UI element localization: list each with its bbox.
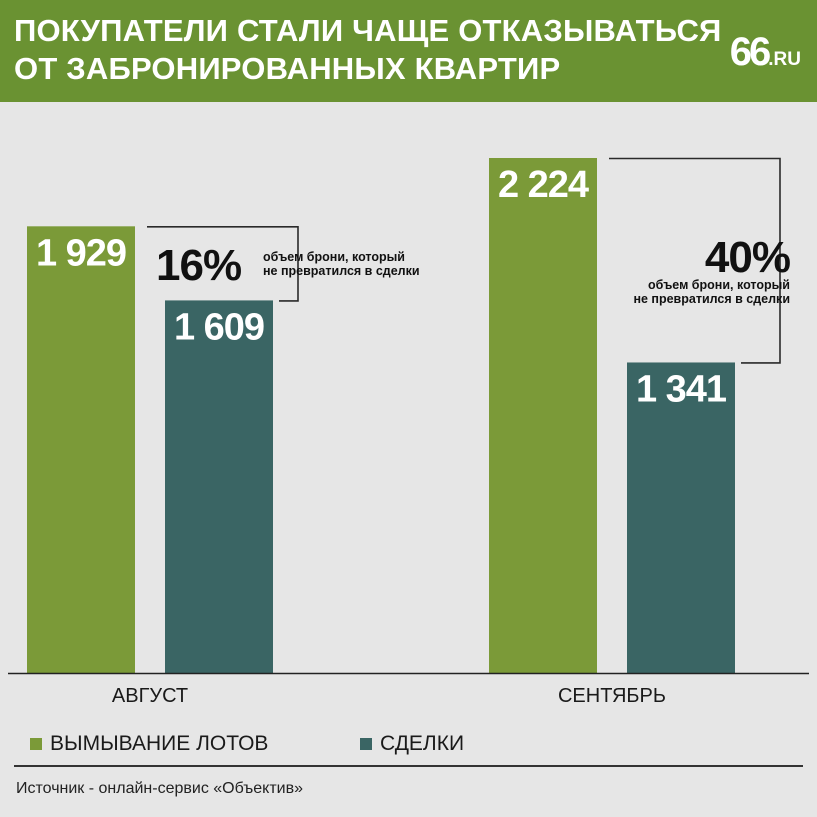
legend-label-deals: СДЕЛКИ — [380, 732, 465, 755]
legend-label-lots: ВЫМЫВАНИЕ ЛОТОВ — [50, 732, 269, 755]
bar-lots-1 — [489, 158, 597, 673]
bar-value-label: 1 609 — [174, 306, 264, 348]
header-banner: ПОКУПАТЕЛИ СТАЛИ ЧАЩЕ ОТКАЗЫВАТЬСЯ ОТ ЗА… — [0, 0, 817, 102]
annotation-note-line2: не превратился в сделки — [633, 292, 790, 306]
bar-deals-0 — [165, 300, 273, 673]
legend: ВЫМЫВАНИЕ ЛОТОВ СДЕЛКИ — [30, 732, 790, 758]
bar-value-label: 1 929 — [36, 232, 126, 274]
source-note: Источник - онлайн-сервис «Объектив» — [16, 780, 303, 797]
bar-value-label: 1 341 — [636, 368, 727, 410]
annotation-note-line1: объем брони, который — [263, 250, 405, 264]
legend-swatch-lots — [30, 738, 42, 750]
percent-label: 16% — [156, 241, 241, 290]
category-label: СЕНТЯБРЬ — [558, 685, 666, 707]
annotation-note-line2: не превратился в сделки — [263, 264, 420, 278]
bar-chart: 1 929 1 609 АВГУСТ 2 224 1 341 СЕНТЯБРЬ 16% объ… — [8, 157, 809, 707]
title-line-2: ОТ ЗАБРОНИРОВАННЫХ КВАРТИР — [14, 51, 561, 86]
category-label: АВГУСТ — [112, 685, 188, 707]
difference-bracket — [147, 226, 299, 302]
legend-item-lots: ВЫМЫВАНИЕ ЛОТОВ — [30, 732, 268, 756]
site-logo: 66.RU — [730, 30, 801, 75]
chart-title: ПОКУПАТЕЛИ СТАЛИ ЧАЩЕ ОТКАЗЫВАТЬСЯ ОТ ЗА… — [14, 12, 722, 88]
bar-lots-0 — [27, 226, 135, 674]
difference-bracket — [609, 157, 781, 364]
bar-value-label: 2 224 — [498, 164, 589, 206]
legend-item-deals: СДЕЛКИ — [360, 732, 464, 756]
percent-label: 40% — [705, 233, 790, 282]
footer-divider — [14, 765, 803, 767]
title-line-1: ПОКУПАТЕЛИ СТАЛИ ЧАЩЕ ОТКАЗЫВАТЬСЯ — [14, 13, 722, 48]
logo-domain: .RU — [768, 49, 801, 70]
annotation-note-line1: объем брони, который — [648, 278, 790, 292]
legend-swatch-deals — [360, 738, 372, 750]
bar-deals-1 — [627, 362, 735, 673]
logo-number: 66 — [729, 30, 771, 74]
